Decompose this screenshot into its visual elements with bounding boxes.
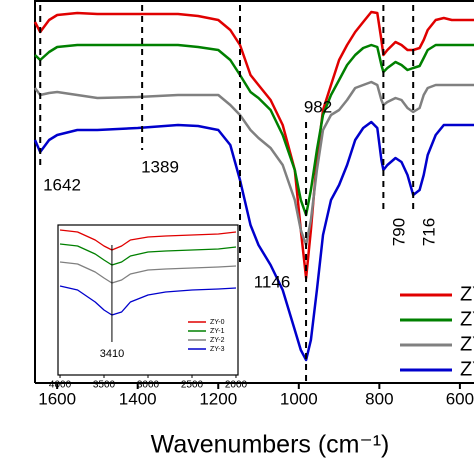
x-axis-label: Wavenumbers (cm⁻¹) xyxy=(151,431,390,459)
peak-label: 3410 xyxy=(100,348,124,360)
peak-label: 1146 xyxy=(254,272,291,291)
legend-label: ZY-2 xyxy=(460,333,474,355)
peak-label: 716 xyxy=(419,218,438,246)
series-line xyxy=(59,243,237,266)
legend-label: ZY-0 xyxy=(460,283,474,305)
x-tick-label: 3000 xyxy=(137,380,160,391)
x-tick-label: 2500 xyxy=(181,380,204,391)
series-line xyxy=(59,285,237,316)
x-tick-label: 2000 xyxy=(225,380,248,391)
legend-label: ZY-1 xyxy=(210,328,225,335)
x-tick-label: 600 xyxy=(446,389,474,408)
series-line xyxy=(33,80,474,247)
legend-label: ZY-0 xyxy=(210,319,225,326)
legend-label: ZY-3 xyxy=(210,346,225,353)
legend-label: ZY-2 xyxy=(210,337,225,344)
x-tick-label: 1200 xyxy=(199,389,237,408)
main-plot: 1600 1400 1200 1000 800 600 1642 1389 1146 982 790… xyxy=(33,0,474,408)
series-line xyxy=(34,43,474,217)
peak-label: 790 xyxy=(389,218,408,246)
series-line xyxy=(59,261,237,284)
series-line xyxy=(33,120,474,362)
inset-plot: 4000 3500 3000 2500 2000 3410 ZY-0 ZY-1 ZY-2 ZY-3 xyxy=(49,224,248,391)
x-tick-label: 800 xyxy=(365,389,393,408)
series-line xyxy=(33,10,474,280)
legend-label: ZY-3 xyxy=(460,358,474,380)
x-tick-label: 3500 xyxy=(93,380,116,391)
legend-label: ZY-1 xyxy=(460,308,474,330)
peak-label: 1642 xyxy=(43,175,81,194)
x-tick-label: 1000 xyxy=(280,389,318,408)
x-tick-label: 4000 xyxy=(49,380,72,391)
x-tick-label: 1600 xyxy=(38,389,76,408)
x-tick-label: 1400 xyxy=(119,389,157,408)
peak-label: 982 xyxy=(304,97,332,116)
series-line xyxy=(59,229,237,251)
peak-label: 1389 xyxy=(141,157,179,176)
